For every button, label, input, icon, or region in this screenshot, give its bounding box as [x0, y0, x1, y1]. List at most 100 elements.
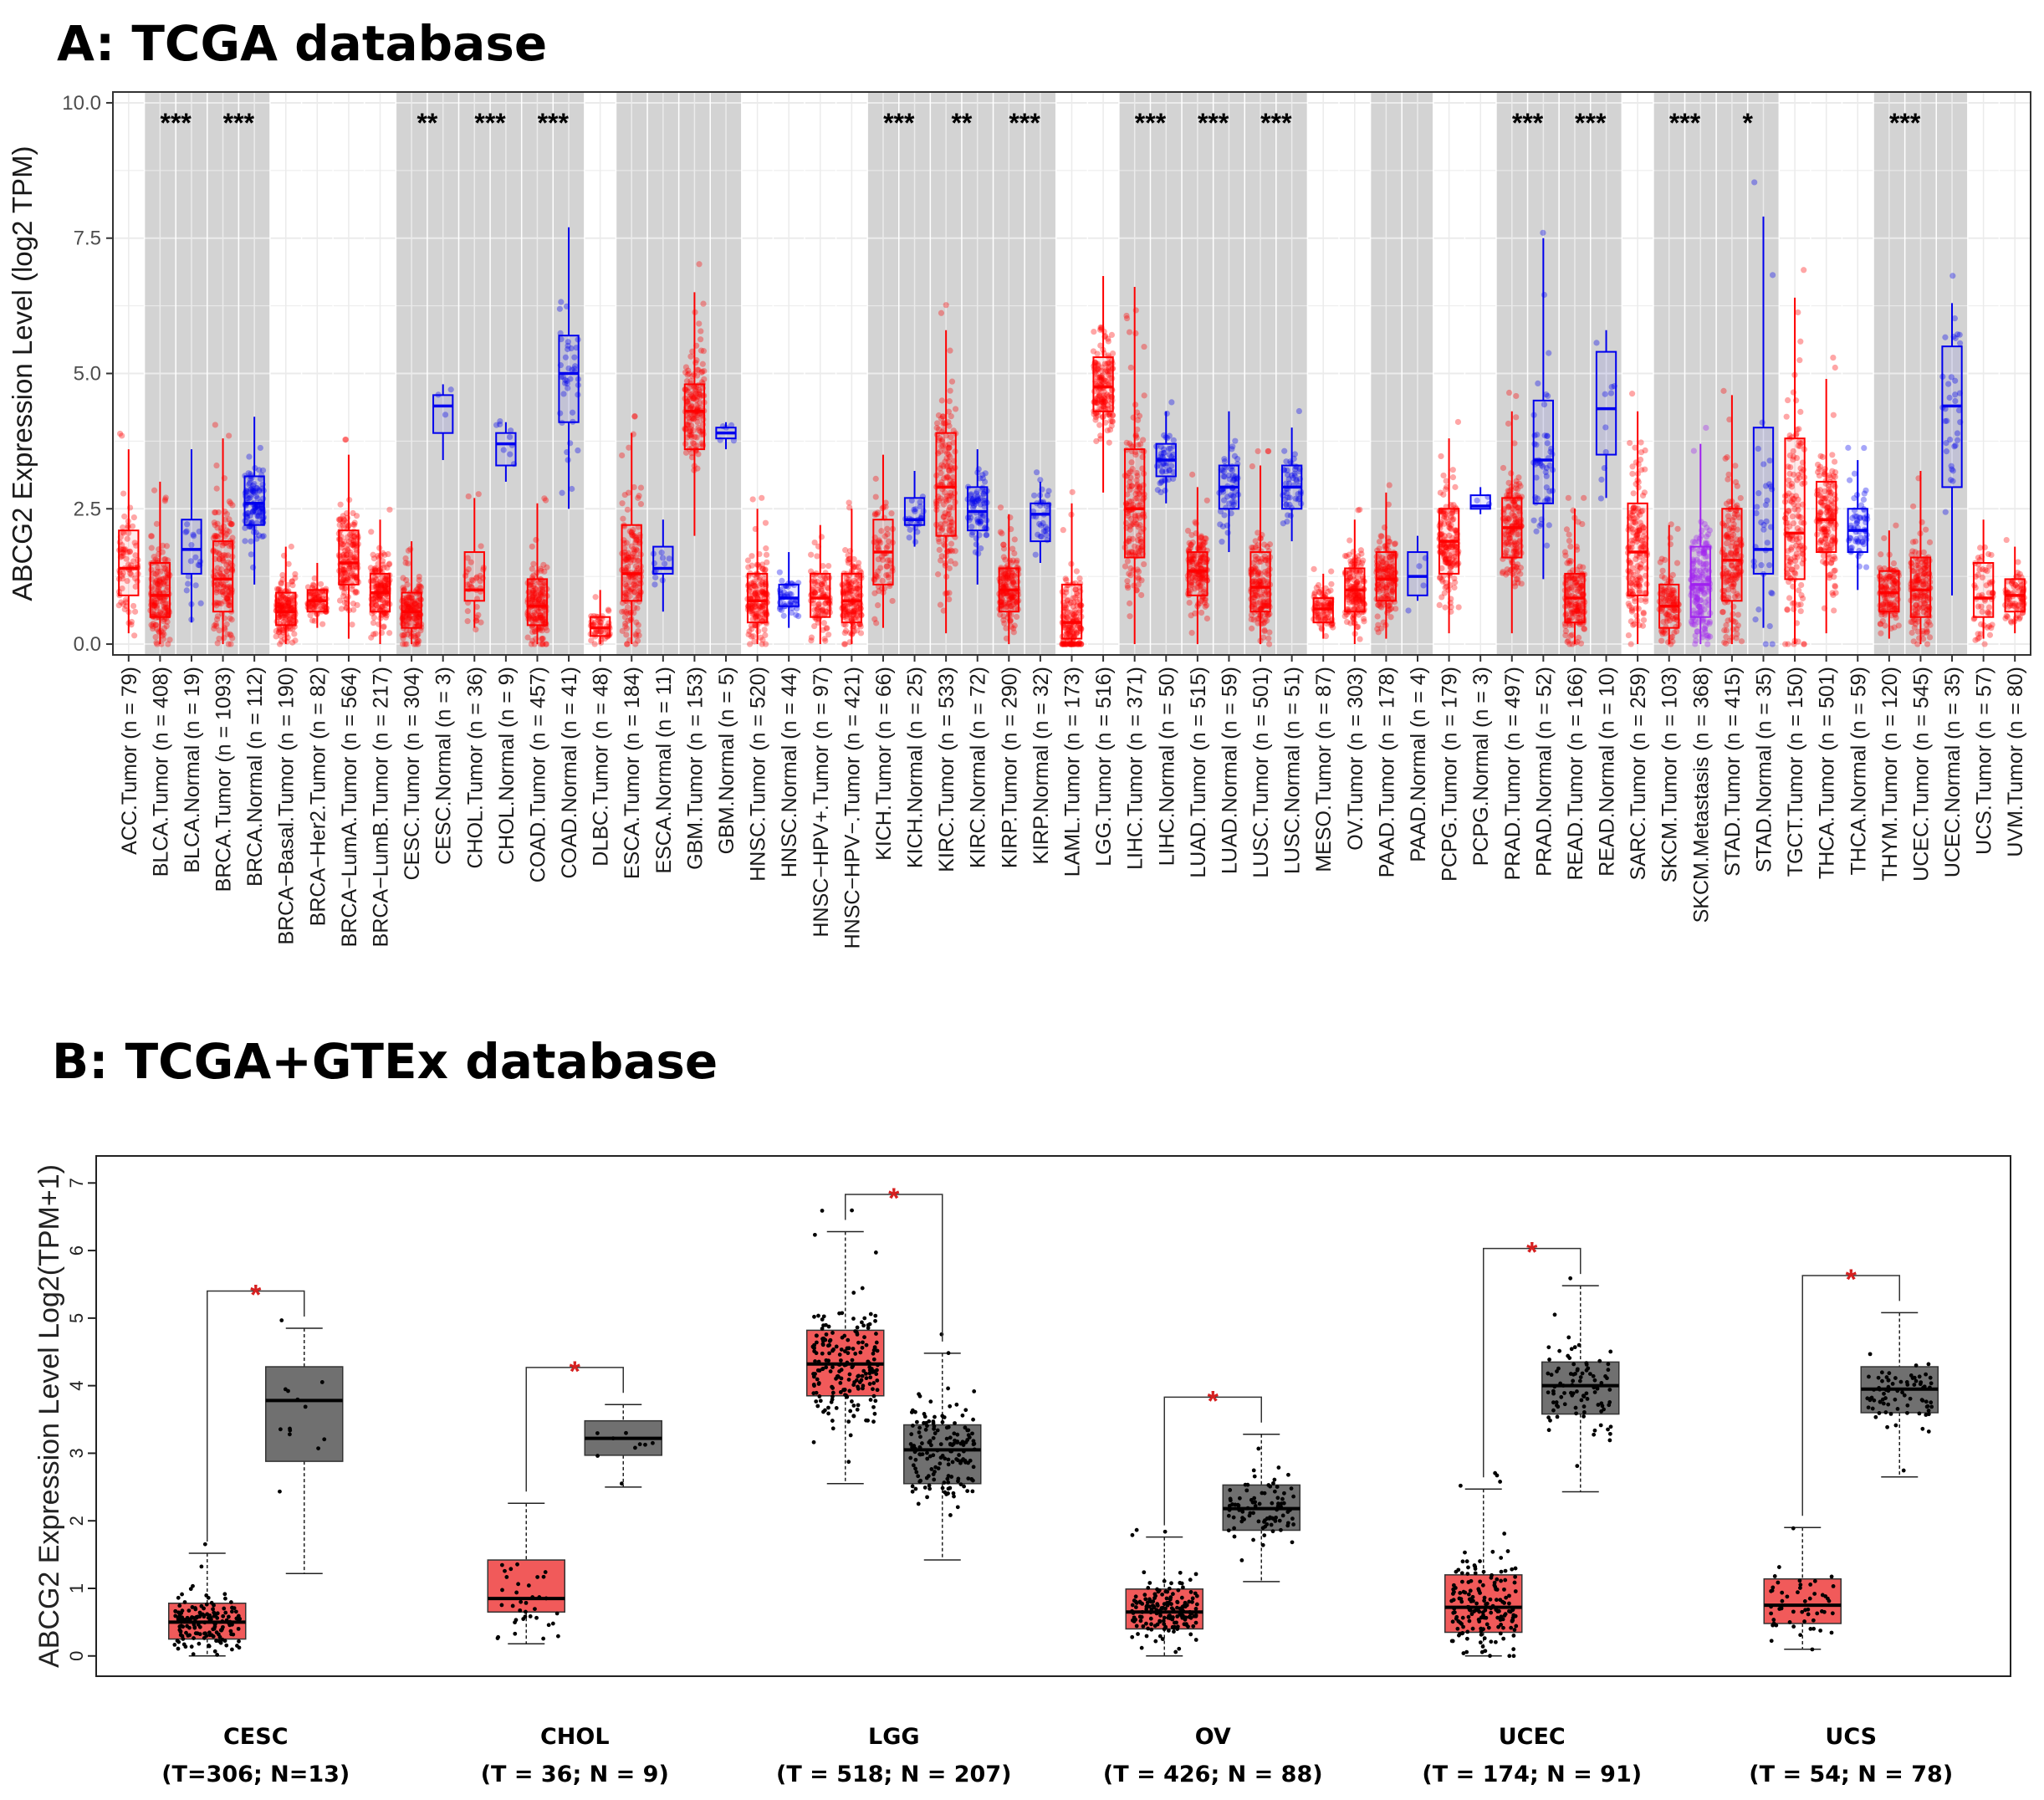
- box-iqr: [118, 529, 140, 596]
- data-point: [936, 546, 943, 554]
- data-point: [162, 566, 169, 573]
- data-point: [309, 601, 316, 607]
- box-iqr: [212, 540, 234, 613]
- data-point: [556, 305, 563, 312]
- data-point: [215, 550, 222, 556]
- data-point: [284, 612, 290, 619]
- x-category-label: ACC.Tumor (n = 79): [118, 667, 141, 855]
- data-point: [619, 627, 626, 634]
- data-point: [319, 621, 326, 627]
- data-point: [344, 514, 351, 521]
- data-point: [279, 593, 287, 600]
- data-point: [130, 514, 137, 521]
- data-point: [873, 511, 880, 518]
- data-point: [973, 541, 979, 548]
- data-point: [195, 561, 202, 569]
- data-point: [1203, 615, 1211, 622]
- data-point: [275, 614, 282, 621]
- data-point: [1375, 601, 1382, 608]
- data-point: [415, 631, 422, 638]
- data-point: [216, 569, 223, 576]
- x-category-label: GBM.Tumor (n = 153): [683, 667, 707, 870]
- data-point: [937, 601, 944, 608]
- data-point: [808, 637, 815, 644]
- data-point: [856, 560, 862, 566]
- data-point: [121, 606, 128, 613]
- data-point: [120, 546, 126, 554]
- data-point: [405, 547, 412, 554]
- data-point: [289, 626, 296, 632]
- data-point: [116, 430, 124, 437]
- data-point: [151, 611, 157, 618]
- data-point: [280, 601, 287, 608]
- data-point: [153, 605, 161, 611]
- data-point: [254, 504, 261, 511]
- data-point: [683, 378, 691, 385]
- data-point: [152, 570, 159, 577]
- data-point: [1376, 545, 1382, 552]
- x-category-label: KICH.Tumor (n = 66): [872, 667, 896, 861]
- data-point: [227, 583, 233, 590]
- data-point: [257, 444, 263, 452]
- data-point: [225, 588, 232, 595]
- box-group: [210, 422, 236, 647]
- data-point: [559, 489, 565, 496]
- data-point: [311, 575, 318, 582]
- data-point: [224, 596, 231, 603]
- data-point: [152, 621, 160, 628]
- data-point: [124, 578, 130, 585]
- x-category-label: LUAD.Normal (n = 59): [1218, 667, 1241, 874]
- data-point: [404, 581, 411, 588]
- data-point: [275, 603, 283, 610]
- data-point: [247, 476, 253, 483]
- data-point: [841, 641, 848, 647]
- data-point: [273, 633, 279, 640]
- data-point: [288, 605, 294, 611]
- box-iqr: [1060, 583, 1083, 640]
- data-point: [252, 504, 258, 512]
- data-point: [288, 604, 294, 611]
- data-point: [1311, 590, 1318, 596]
- data-point: [245, 470, 252, 477]
- data-point: [1135, 442, 1142, 448]
- box-iqr: [683, 383, 706, 451]
- data-point: [1266, 629, 1273, 636]
- data-point: [164, 580, 171, 587]
- data-point: [283, 614, 289, 621]
- data-point: [1138, 591, 1145, 599]
- data-point: [1374, 613, 1381, 620]
- data-point: [279, 626, 286, 634]
- data-point: [214, 585, 221, 592]
- data-point: [310, 601, 317, 609]
- data-point: [156, 581, 163, 589]
- data-point: [227, 631, 233, 637]
- data-point: [287, 615, 294, 622]
- data-point: [156, 576, 163, 583]
- data-point: [1000, 541, 1007, 548]
- data-point: [161, 603, 167, 610]
- data-point: [161, 625, 168, 632]
- data-point: [1378, 533, 1385, 539]
- data-point: [120, 601, 127, 607]
- data-point: [1109, 412, 1116, 418]
- data-point: [163, 622, 170, 630]
- data-point: [1405, 607, 1412, 614]
- box-iqr: [243, 475, 265, 526]
- data-point: [947, 387, 953, 394]
- data-point: [845, 557, 851, 564]
- data-point: [1141, 560, 1147, 568]
- data-point: [282, 603, 289, 610]
- data-point: [846, 499, 852, 506]
- x-category-label: HNSC.Normal (n = 44): [778, 667, 801, 877]
- data-point: [214, 581, 221, 588]
- data-point: [277, 626, 284, 633]
- data-point: [284, 600, 292, 606]
- data-point: [161, 556, 168, 563]
- data-point: [120, 546, 127, 553]
- box-iqr: [967, 486, 989, 532]
- data-point: [125, 561, 132, 568]
- data-point: [159, 632, 166, 639]
- data-point: [253, 484, 260, 492]
- data-point: [219, 555, 226, 562]
- data-point: [122, 546, 129, 553]
